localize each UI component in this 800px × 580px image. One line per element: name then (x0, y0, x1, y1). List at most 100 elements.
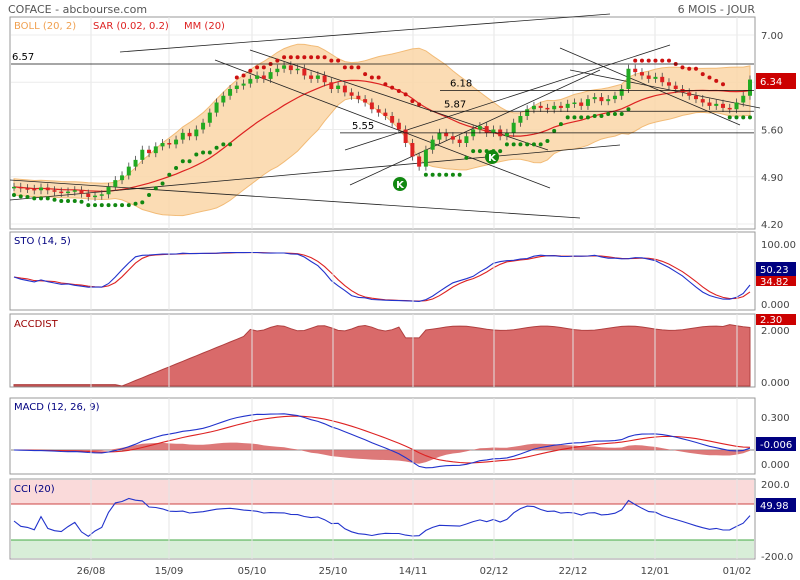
sto-d-badge (756, 276, 796, 286)
candle-body (484, 126, 489, 133)
candle-body (741, 95, 746, 103)
legend-sto: STO (14, 5) (14, 236, 71, 247)
sar-dot (612, 111, 617, 116)
candle-body (288, 65, 293, 71)
sar-dot (396, 89, 401, 94)
legend-mm: MM (20) (184, 21, 225, 32)
sar-dot (748, 115, 752, 120)
sar-dot (295, 55, 300, 60)
sar-dot (194, 152, 199, 157)
sar-dot (403, 92, 408, 97)
candle-body (572, 102, 577, 104)
sar-dot (511, 142, 516, 147)
sar-dot (288, 55, 293, 60)
sar-dot (228, 142, 233, 147)
sar-dot (660, 58, 665, 63)
candle-body (113, 180, 118, 187)
candle-body (673, 85, 678, 89)
sar-dot (39, 196, 44, 201)
sar-dot (525, 142, 530, 147)
cci-value: 49.98 (760, 501, 789, 512)
sar-dot (410, 99, 415, 104)
sar-dot (626, 107, 631, 112)
chart-header-title: COFACE - abcbourse.com (8, 3, 147, 16)
x-tick-label: 12/01 (641, 566, 670, 577)
candle-body (248, 78, 253, 84)
sto-k-value: 50.23 (760, 265, 789, 276)
sar-dot (720, 82, 725, 87)
sar-dot (363, 72, 368, 77)
candle-body (93, 195, 98, 198)
sar-dot (653, 58, 658, 63)
sar-dot (504, 142, 509, 147)
trend-line (569, 69, 761, 109)
sar-dot (349, 65, 354, 70)
candle-body (106, 186, 111, 195)
candle-body (309, 75, 314, 79)
price-panel: 6.57 6.18 5.87 5.55 BOLL (20, 2) SAR (0.02,… (9, 13, 796, 231)
candle-body (653, 76, 658, 79)
macd-tick-bottom: 0.000 (761, 460, 790, 471)
x-tick-label: 05/10 (238, 566, 267, 577)
candle-body (464, 136, 469, 143)
candle-body (734, 102, 739, 110)
sar-dot (120, 203, 125, 208)
sar-dot (417, 102, 422, 107)
macd-signal-line (14, 415, 751, 464)
candle-body (356, 95, 361, 100)
candle-body (538, 105, 543, 108)
price-tick-label: 5.60 (761, 126, 783, 137)
candle-body (417, 156, 422, 167)
sar-dot (174, 165, 179, 170)
candle-body (147, 149, 152, 154)
sar-dot (72, 199, 77, 204)
sar-dot (450, 172, 455, 177)
sar-dot (207, 150, 212, 155)
sar-dot (342, 65, 347, 70)
candle-body (687, 92, 692, 96)
cci-tick-bottom: -200.0 (761, 552, 793, 563)
sar-dot (639, 58, 644, 63)
sar-dot (437, 172, 442, 177)
sar-dot (687, 66, 692, 71)
candle-body (423, 149, 428, 167)
cci-line (13, 497, 751, 537)
sar-dot (390, 85, 395, 90)
sar-dot (619, 111, 624, 116)
k-marker (485, 150, 499, 164)
candle-body (302, 68, 307, 76)
candle-body (565, 103, 570, 108)
candle-body (585, 99, 590, 106)
candle-body (531, 105, 536, 110)
candle-body (160, 143, 165, 147)
sar-dot (585, 115, 590, 120)
sar-dot (241, 73, 246, 78)
candle-body (282, 65, 287, 69)
sar-dot (734, 115, 739, 120)
sar-dot (369, 75, 374, 80)
candle-body (612, 95, 617, 100)
sar-dot (565, 115, 570, 120)
candle-body (18, 186, 23, 189)
cci-panel: CCI (20) 200.0 -200.0 49.98 (9, 478, 796, 563)
level-label: 6.18 (450, 78, 472, 89)
sar-dot (275, 58, 280, 63)
sar-dot (336, 58, 341, 63)
accdist-panel: ACCDIST 2.000 0.000 2.30 (9, 313, 796, 389)
sar-dot (693, 66, 698, 71)
candle-body (693, 95, 698, 100)
candle-body (606, 99, 611, 102)
candle-body (376, 109, 381, 113)
k-marker (393, 177, 407, 191)
sar-dot (66, 199, 71, 204)
sar-dot (79, 199, 84, 204)
sar-dot (12, 192, 16, 197)
cci-badge (756, 498, 796, 512)
sar-dot (106, 203, 111, 208)
sar-dot (99, 203, 104, 208)
cci-oversold-band (11, 540, 754, 558)
sar-dot (234, 75, 239, 80)
candle-body (639, 72, 644, 76)
x-axis: 26/08 15/09 05/10 25/10 14/11 02/12 22/12 12/01… (77, 566, 752, 577)
candle-body (363, 99, 368, 103)
